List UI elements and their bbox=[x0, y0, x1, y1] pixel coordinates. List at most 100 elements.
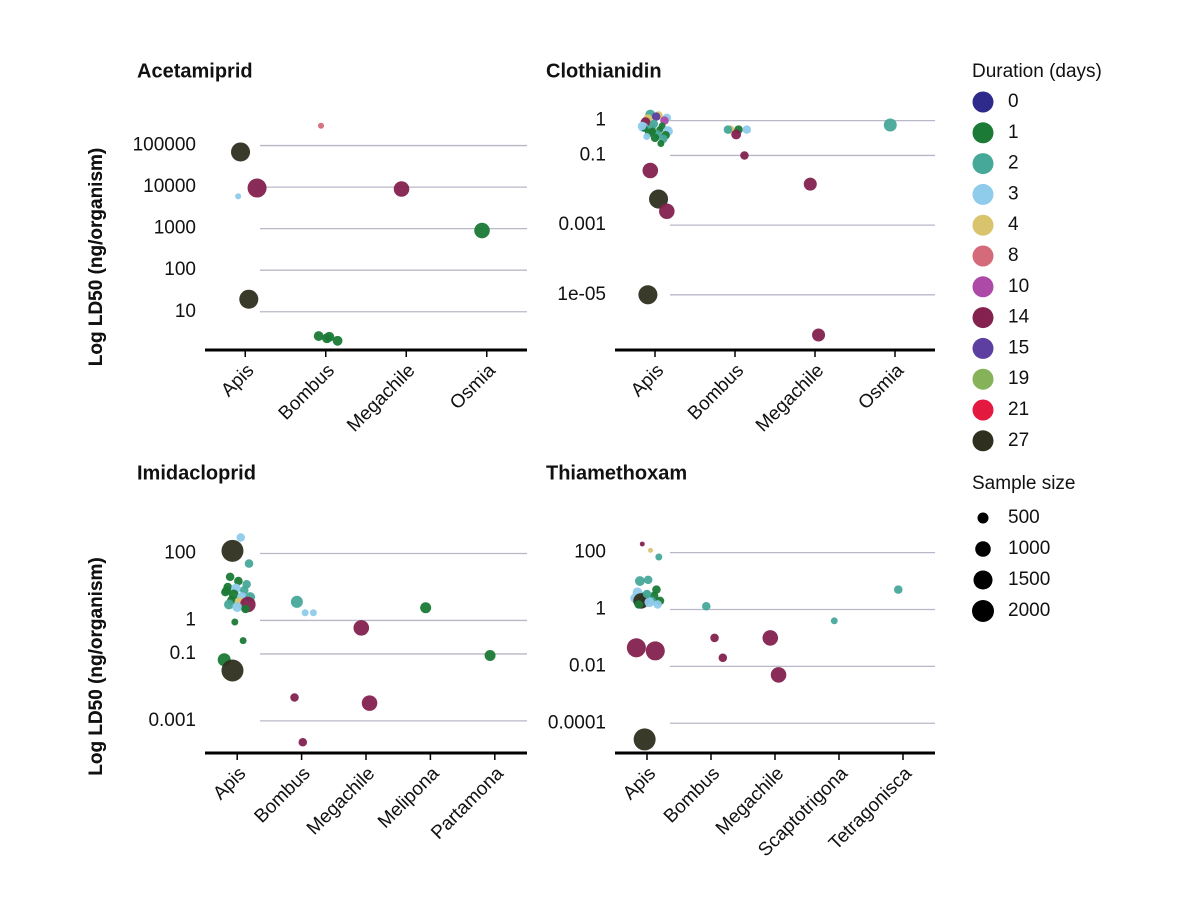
x-tick-label: Bombus bbox=[684, 360, 748, 424]
y-axis-label: Log LD50 (ng/organism) bbox=[86, 557, 107, 776]
data-point bbox=[812, 328, 826, 342]
data-point bbox=[642, 589, 652, 599]
chart-title: Clothianidin bbox=[546, 60, 662, 82]
chart-title: Acetamiprid bbox=[137, 60, 253, 82]
y-tick-label: 10000 bbox=[143, 176, 196, 197]
data-point bbox=[830, 617, 838, 625]
data-point bbox=[655, 553, 663, 561]
legend-swatch bbox=[972, 153, 994, 175]
data-point bbox=[484, 649, 496, 661]
data-point bbox=[642, 162, 659, 179]
data-point bbox=[221, 659, 244, 682]
data-point bbox=[224, 599, 234, 610]
legend-swatch bbox=[972, 122, 994, 144]
y-axis-label: Log LD50 (ng/organism) bbox=[86, 148, 107, 367]
legend-label: 0 bbox=[1008, 91, 1019, 112]
data-point bbox=[762, 630, 779, 646]
data-point bbox=[894, 585, 903, 594]
legend-title: Duration (days) bbox=[972, 61, 1102, 82]
data-point bbox=[651, 112, 661, 121]
data-point bbox=[298, 738, 308, 747]
y-tick-label: 0.001 bbox=[148, 710, 196, 731]
data-point bbox=[474, 222, 490, 239]
data-point bbox=[803, 177, 817, 191]
data-point bbox=[313, 331, 324, 341]
legend-swatch bbox=[972, 214, 994, 236]
data-point bbox=[657, 140, 665, 148]
legend-swatch bbox=[972, 183, 994, 205]
data-point bbox=[702, 601, 711, 611]
data-point bbox=[638, 285, 658, 305]
legend-label: 2 bbox=[1008, 153, 1019, 174]
legend-swatch bbox=[972, 245, 994, 267]
y-tick-label: 0.001 bbox=[558, 214, 606, 235]
legend-label: 4 bbox=[1008, 214, 1019, 235]
x-tick-label: Apis bbox=[619, 763, 660, 804]
legend-swatch bbox=[972, 399, 994, 421]
x-tick-label: Bombus bbox=[660, 763, 724, 827]
legend-swatch bbox=[972, 276, 994, 298]
data-point bbox=[290, 693, 299, 702]
y-tick-label: 100000 bbox=[133, 135, 196, 156]
data-point bbox=[230, 142, 251, 162]
y-tick-label: 0.1 bbox=[170, 643, 196, 664]
data-point bbox=[241, 604, 250, 614]
data-point bbox=[239, 289, 259, 309]
y-tick-label: 1 bbox=[185, 609, 196, 630]
data-point bbox=[420, 602, 432, 614]
data-point bbox=[649, 189, 669, 209]
x-tick-label: Megachile bbox=[752, 360, 828, 436]
size-legend-title: Sample size bbox=[972, 473, 1076, 494]
legend-swatch bbox=[972, 91, 994, 113]
data-point bbox=[770, 667, 787, 683]
size-legend-label: 1500 bbox=[1008, 569, 1050, 590]
data-point bbox=[653, 600, 662, 609]
data-point bbox=[634, 600, 643, 609]
data-point bbox=[723, 125, 733, 134]
legend-swatch bbox=[972, 368, 994, 390]
legend-label: 3 bbox=[1008, 183, 1019, 204]
chart-title: Imidacloprid bbox=[137, 462, 256, 484]
data-point bbox=[231, 618, 239, 626]
data-point bbox=[393, 181, 410, 197]
y-tick-label: 100 bbox=[164, 259, 196, 280]
x-tick-label: Megachile bbox=[343, 360, 419, 436]
data-point bbox=[633, 728, 656, 751]
data-point bbox=[236, 533, 246, 542]
data-point bbox=[639, 541, 645, 547]
size-legend-label: 2000 bbox=[1008, 600, 1050, 621]
data-point bbox=[731, 129, 742, 140]
y-tick-label: 10 bbox=[175, 301, 196, 322]
y-tick-label: 1000 bbox=[154, 218, 196, 239]
legend-label: 27 bbox=[1008, 430, 1029, 451]
legend-label: 19 bbox=[1008, 368, 1029, 389]
x-tick-label: Osmia bbox=[446, 360, 500, 414]
legend-label: 15 bbox=[1008, 337, 1029, 358]
data-point bbox=[239, 637, 247, 645]
y-axis-label: Log LD50 (ng/organism) bbox=[86, 557, 107, 776]
data-point bbox=[244, 559, 254, 568]
x-tick-label: Apis bbox=[627, 360, 668, 401]
size-legend-marker bbox=[975, 541, 991, 557]
data-point bbox=[637, 121, 647, 131]
data-point bbox=[332, 335, 343, 346]
y-tick-label: 0.1 bbox=[580, 144, 606, 165]
x-tick-label: Bombus bbox=[251, 763, 315, 827]
data-point bbox=[883, 118, 897, 132]
x-tick-label: Apis bbox=[209, 763, 250, 804]
x-tick-label: Bombus bbox=[275, 360, 339, 424]
data-point bbox=[247, 178, 267, 198]
x-tick-label: Apis bbox=[217, 360, 258, 401]
size-legend-marker bbox=[977, 512, 989, 524]
data-point bbox=[353, 620, 370, 636]
legend-swatch bbox=[972, 430, 994, 452]
data-point bbox=[659, 203, 675, 220]
y-tick-label: 1e-05 bbox=[557, 284, 606, 305]
data-point bbox=[290, 595, 303, 608]
data-point bbox=[221, 539, 244, 562]
data-point bbox=[742, 125, 752, 134]
y-tick-label: 100 bbox=[574, 542, 606, 563]
data-point bbox=[322, 333, 332, 344]
y-tick-label: 100 bbox=[164, 542, 196, 563]
legend-label: 8 bbox=[1008, 245, 1019, 266]
